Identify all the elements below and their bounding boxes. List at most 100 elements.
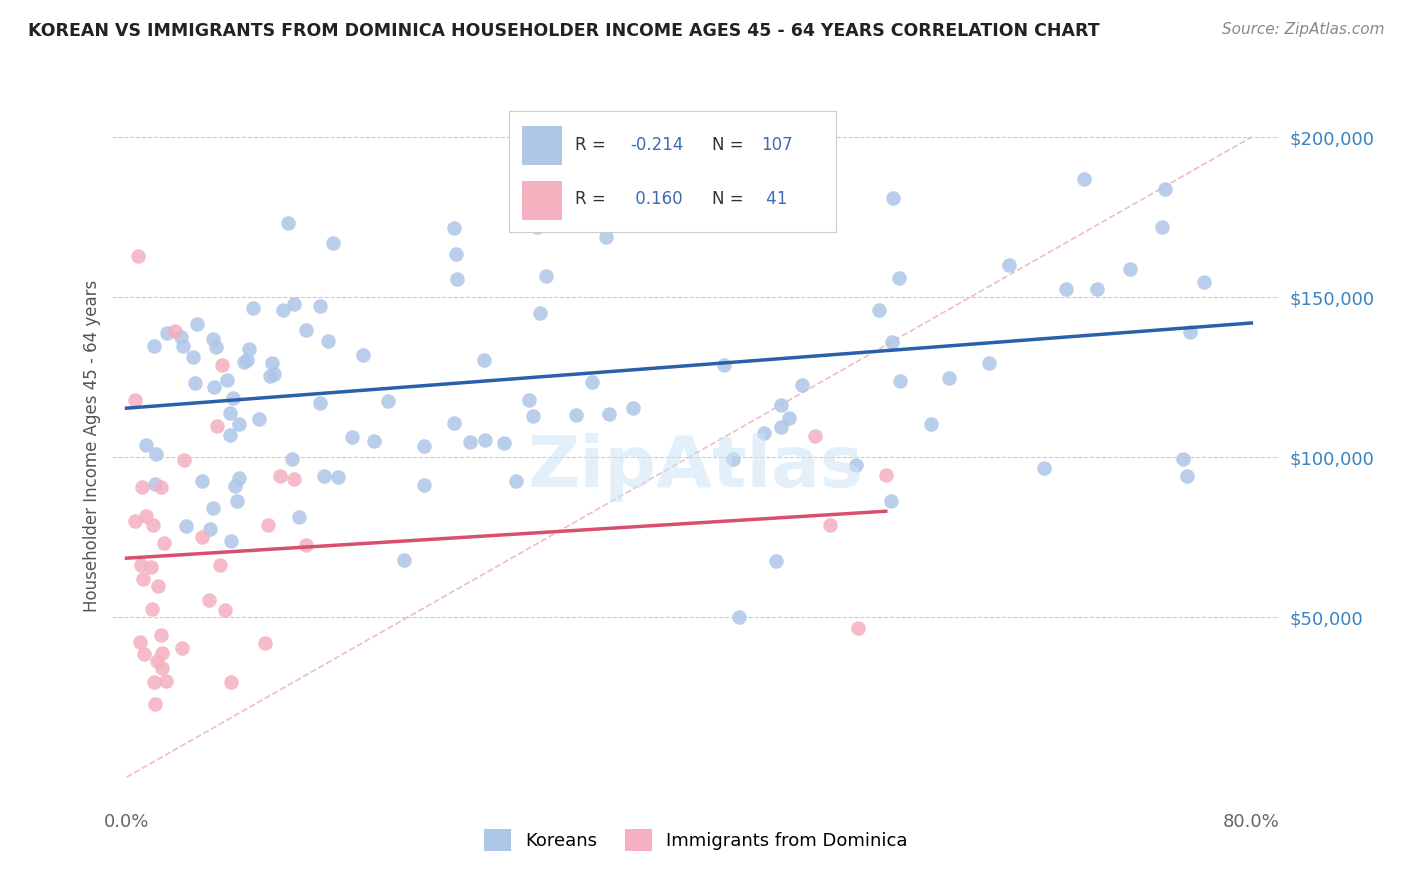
Text: KOREAN VS IMMIGRANTS FROM DOMINICA HOUSEHOLDER INCOME AGES 45 - 64 YEARS CORRELA: KOREAN VS IMMIGRANTS FROM DOMINICA HOUSE… (28, 22, 1099, 40)
Point (221, 674, 243, 689)
Point (294, 538, 316, 552)
Point (129, 634, 152, 648)
Point (132, 647, 155, 661)
Point (655, 212, 678, 227)
Point (595, 230, 617, 244)
Point (377, 393, 399, 408)
Point (882, 335, 904, 350)
Point (228, 471, 250, 485)
Point (232, 355, 254, 369)
Point (150, 661, 173, 675)
Point (665, 211, 688, 225)
Point (183, 350, 205, 364)
Legend: Koreans, Immigrants from Dominica: Koreans, Immigrants from Dominica (477, 822, 915, 858)
Point (526, 220, 548, 235)
Point (494, 436, 516, 450)
Point (174, 518, 197, 533)
Point (191, 475, 214, 489)
Point (288, 509, 311, 524)
Point (413, 439, 436, 453)
Point (804, 429, 827, 443)
Text: ZipAtlas: ZipAtlas (529, 433, 863, 502)
Point (218, 406, 240, 420)
Point (443, 416, 465, 430)
Point (846, 621, 869, 635)
Point (443, 220, 465, 235)
Point (875, 468, 897, 483)
Point (1119, 262, 1142, 277)
Point (312, 469, 335, 483)
Point (342, 429, 364, 443)
Point (1175, 468, 1198, 483)
Point (142, 675, 165, 690)
Point (845, 458, 868, 472)
Point (146, 579, 169, 593)
Point (129, 558, 152, 573)
Point (581, 376, 603, 390)
Point (283, 297, 305, 311)
Point (283, 471, 305, 485)
Point (998, 258, 1021, 272)
Point (529, 306, 551, 320)
Point (269, 469, 291, 483)
Point (474, 433, 496, 447)
Point (170, 640, 193, 655)
Point (134, 438, 156, 452)
Point (202, 501, 225, 516)
Point (592, 146, 614, 161)
Point (131, 479, 153, 493)
Point (211, 358, 233, 372)
Point (238, 343, 260, 357)
Point (155, 673, 177, 688)
Point (135, 508, 157, 523)
Point (1073, 172, 1095, 186)
Point (204, 340, 226, 354)
Point (352, 348, 374, 362)
Point (1085, 282, 1108, 296)
Point (156, 326, 179, 341)
Point (728, 610, 751, 624)
Point (184, 376, 207, 390)
Point (224, 479, 246, 493)
Text: Source: ZipAtlas.com: Source: ZipAtlas.com (1222, 22, 1385, 37)
Point (127, 249, 149, 263)
Point (887, 271, 910, 285)
Point (1054, 282, 1077, 296)
Point (769, 420, 792, 434)
Point (519, 392, 541, 407)
Point (868, 302, 890, 317)
Point (247, 411, 270, 425)
Point (562, 194, 585, 208)
Point (458, 435, 481, 450)
Point (308, 396, 330, 410)
Point (271, 302, 294, 317)
Point (124, 514, 146, 528)
Point (363, 434, 385, 449)
Point (152, 536, 174, 550)
Point (221, 392, 243, 406)
Point (190, 530, 212, 544)
Point (259, 368, 281, 383)
Point (765, 554, 787, 568)
Point (938, 371, 960, 385)
Point (149, 480, 172, 494)
Point (172, 339, 194, 353)
Point (721, 451, 744, 466)
Point (977, 356, 1000, 370)
Point (124, 393, 146, 408)
Point (150, 646, 173, 660)
Point (228, 417, 250, 432)
Point (316, 334, 339, 349)
Point (141, 602, 163, 616)
Point (754, 425, 776, 440)
Point (322, 235, 344, 250)
Point (242, 301, 264, 316)
Point (145, 697, 167, 711)
Point (215, 373, 238, 387)
Point (198, 593, 221, 607)
Point (226, 494, 249, 508)
Point (235, 352, 257, 367)
Point (713, 358, 735, 372)
Point (277, 216, 299, 230)
Point (143, 476, 166, 491)
